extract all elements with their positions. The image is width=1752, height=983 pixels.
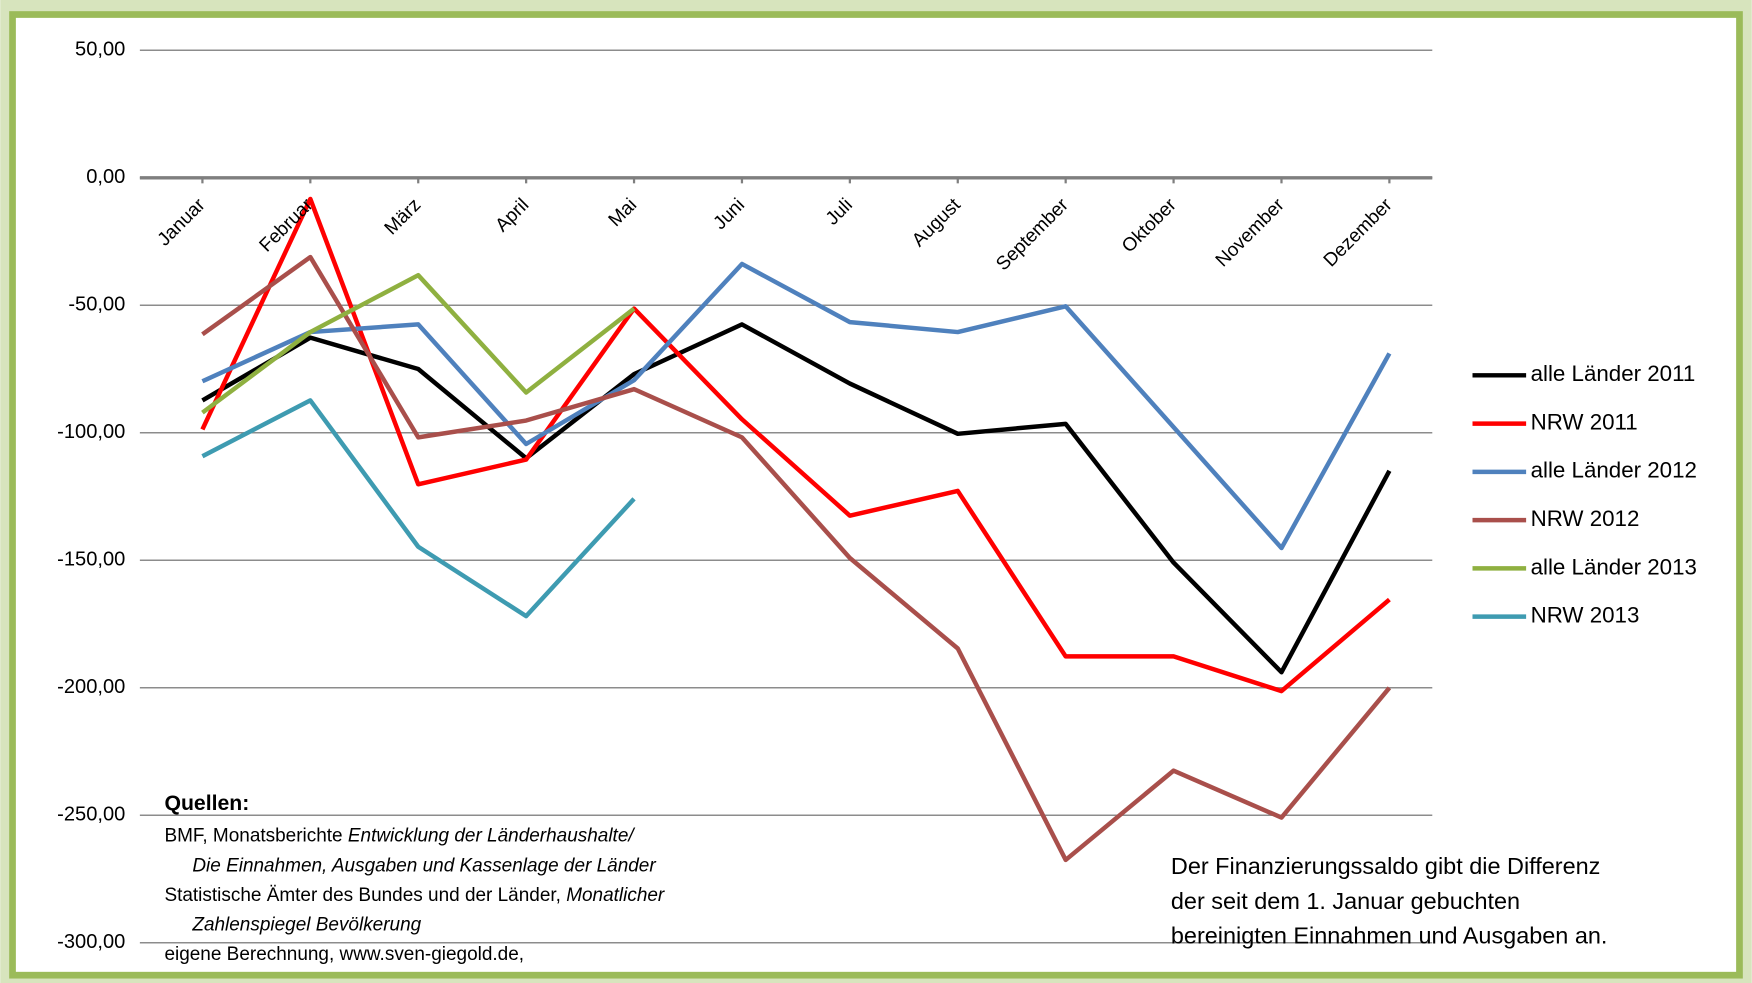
- source-line: eigene Berechnung, www.sven-giegold.de,: [164, 944, 524, 965]
- sources-title: Quellen:: [164, 792, 249, 815]
- source-text: Statistische Ämter des Bundes und der Lä…: [164, 885, 566, 906]
- y-tick-label: -200,00: [57, 676, 125, 698]
- y-tick-label: -250,00: [57, 804, 125, 826]
- y-tick-label: -100,00: [57, 421, 125, 443]
- series-line: [201, 272, 636, 415]
- source-text: Zahlenspiegel Bevölkerung: [191, 914, 421, 935]
- source-text: eigene Berechnung, www.sven-giegold.de,: [164, 944, 524, 965]
- series-line: [201, 398, 636, 619]
- y-tick-label: 50,00: [75, 39, 125, 61]
- series-line: [201, 254, 1392, 863]
- y-tick-label: -50,00: [68, 294, 125, 316]
- legend-label: alle Länder 2011: [1531, 361, 1696, 386]
- source-line: Zahlenspiegel Bevölkerung: [191, 914, 421, 935]
- legend-label: alle Länder 2012: [1531, 458, 1697, 483]
- legend-label: NRW 2011: [1531, 409, 1638, 434]
- series-line: [201, 261, 1392, 551]
- series-line: [200, 196, 1391, 694]
- legend-label: NRW 2013: [1531, 603, 1640, 628]
- legend-label: alle Länder 2013: [1531, 554, 1697, 579]
- y-tick-label: -150,00: [57, 549, 125, 571]
- source-text: Die Einnahmen, Ausgaben und Kassenlage d…: [192, 855, 656, 876]
- source-line: Statistische Ämter des Bundes und der Lä…: [164, 885, 664, 906]
- note-line: der seit dem 1. Januar gebuchten: [1171, 888, 1520, 914]
- series-line: [201, 322, 1392, 675]
- source-text: Monatlicher: [566, 885, 665, 906]
- note-line: Der Finanzierungssaldo gibt die Differen…: [1171, 853, 1601, 879]
- y-tick-label: 0,00: [86, 166, 125, 188]
- y-tick-label: -300,00: [57, 931, 125, 953]
- source-text: Entwicklung der Länderhaushalte/: [348, 826, 636, 847]
- source-text: BMF, Monatsberichte: [164, 826, 347, 847]
- legend-label: NRW 2012: [1531, 506, 1640, 531]
- note-line: bereinigten Einnahmen und Ausgaben an.: [1171, 922, 1608, 948]
- source-line: BMF, Monatsberichte Entwicklung der Länd…: [164, 826, 635, 847]
- source-line: Die Einnahmen, Ausgaben und Kassenlage d…: [192, 855, 656, 876]
